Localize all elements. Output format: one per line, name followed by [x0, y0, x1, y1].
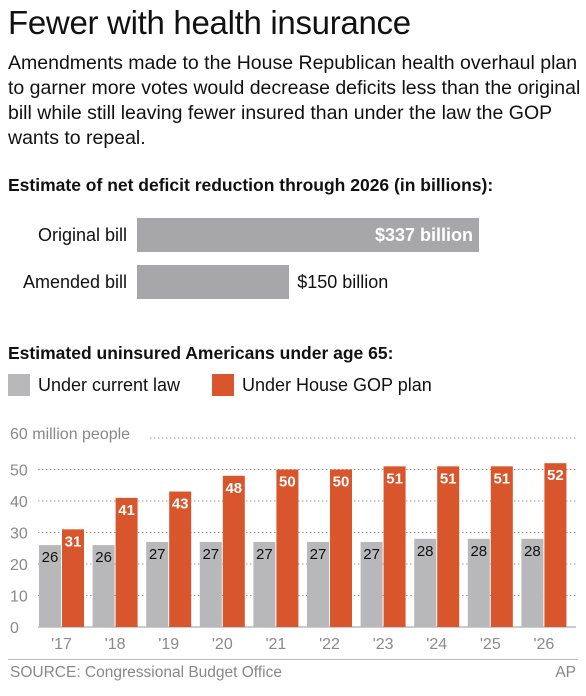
deficit-row-amended: Amended bill $150 billion [0, 265, 586, 299]
data-label-gop-plan: 50 [279, 474, 296, 491]
data-label-current-law: 26 [95, 549, 112, 566]
data-label-current-law: 27 [256, 546, 273, 563]
x-tick-label: '19 [158, 636, 179, 653]
x-tick-label: '25 [480, 636, 501, 653]
deficit-bar-original: $337 billion [137, 218, 479, 252]
bar-current-law [521, 538, 544, 627]
data-label-current-law: 27 [363, 546, 380, 563]
bar-current-law [307, 541, 329, 627]
data-label-gop-plan: 52 [547, 467, 564, 484]
data-label-gop-plan: 50 [333, 474, 350, 491]
bar-gop-plan [544, 463, 567, 627]
bar-gop-plan [276, 469, 299, 627]
y-tick-label: 0 [10, 620, 19, 637]
legend-item-current-law: Under current law [8, 371, 180, 399]
bar-current-law [253, 541, 276, 627]
bar-gop-plan [222, 475, 245, 627]
bar-gop-plan [62, 529, 84, 627]
y-tick-label: 50 [10, 463, 28, 480]
legend-item-gop-plan: Under House GOP plan [212, 371, 432, 399]
deficit-row-original: Original bill $337 billion [0, 218, 586, 252]
x-tick-label: '22 [319, 636, 340, 653]
deficit-section-heading: Estimate of net deficit reduction throug… [8, 175, 494, 195]
x-tick-label: '18 [105, 636, 126, 653]
data-label-current-law: 26 [42, 549, 59, 566]
y-tick-label: 20 [10, 557, 28, 574]
legend-label-current-law: Under current law [38, 374, 181, 395]
data-label-gop-plan: 31 [65, 533, 82, 550]
y-axis-unit-label: 60 million people [10, 426, 131, 443]
bar-current-law [360, 541, 383, 627]
footer-divider [8, 659, 578, 660]
bar-current-law [414, 538, 437, 627]
bar-current-law [467, 538, 490, 627]
bar-current-law [199, 541, 222, 627]
bar-gop-plan [115, 497, 138, 627]
x-tick-label: '23 [373, 636, 394, 653]
intro-text: Amendments made to the House Republican … [8, 52, 581, 149]
bar-current-law [146, 541, 169, 627]
data-label-current-law: 28 [524, 543, 541, 560]
deficit-bar-amended [137, 265, 290, 299]
data-label-current-law: 28 [417, 543, 434, 560]
bar-gop-plan [437, 466, 460, 627]
data-label-gop-plan: 48 [225, 480, 242, 497]
data-label-gop-plan: 41 [118, 502, 135, 519]
data-label-gop-plan: 43 [172, 496, 189, 513]
deficit-label-amended: Amended bill [22, 272, 127, 292]
y-tick-label: 40 [10, 494, 28, 511]
legend-swatch-current-law [8, 374, 30, 396]
uninsured-section-heading: Estimated uninsured Americans under age … [8, 343, 394, 363]
page-title: Fewer with health insurance [8, 4, 411, 41]
bar-current-law [92, 545, 115, 627]
bar-gop-plan [330, 469, 352, 627]
deficit-value-amended: $150 billion [297, 272, 389, 292]
data-label-current-law: 27 [202, 546, 219, 563]
bar-gop-plan [383, 466, 406, 627]
x-tick-label: '20 [212, 636, 233, 653]
x-tick-label: '26 [533, 636, 554, 653]
deficit-value-original: $337 billion [374, 225, 473, 245]
uninsured-chart: 0 10 20 30 40 50 26 31 '17 26 41 '18 27 43 '19 27 48 '20 2… [10, 437, 576, 653]
data-label-gop-plan: 51 [440, 470, 457, 487]
bar-gop-plan [490, 466, 513, 627]
data-label-gop-plan: 51 [386, 470, 403, 487]
data-label-current-law: 28 [470, 543, 487, 560]
x-tick-label: '17 [51, 636, 72, 653]
source-note: SOURCE: Congressional Budget Office [10, 664, 282, 681]
y-tick-label: 30 [10, 526, 28, 543]
legend-label-gop-plan: Under House GOP plan [242, 374, 432, 395]
data-label-current-law: 27 [149, 546, 166, 563]
y-tick-label: 10 [10, 589, 28, 606]
x-tick-label: '21 [265, 636, 286, 653]
x-tick-label: '24 [426, 636, 447, 653]
data-label-current-law: 27 [310, 546, 327, 563]
bar-current-law [39, 545, 61, 627]
credit-label: AP [555, 664, 576, 681]
deficit-label-original: Original bill [37, 225, 127, 245]
bar-gop-plan [169, 491, 192, 627]
data-label-gop-plan: 51 [493, 470, 510, 487]
legend-swatch-gop-plan [212, 374, 234, 396]
